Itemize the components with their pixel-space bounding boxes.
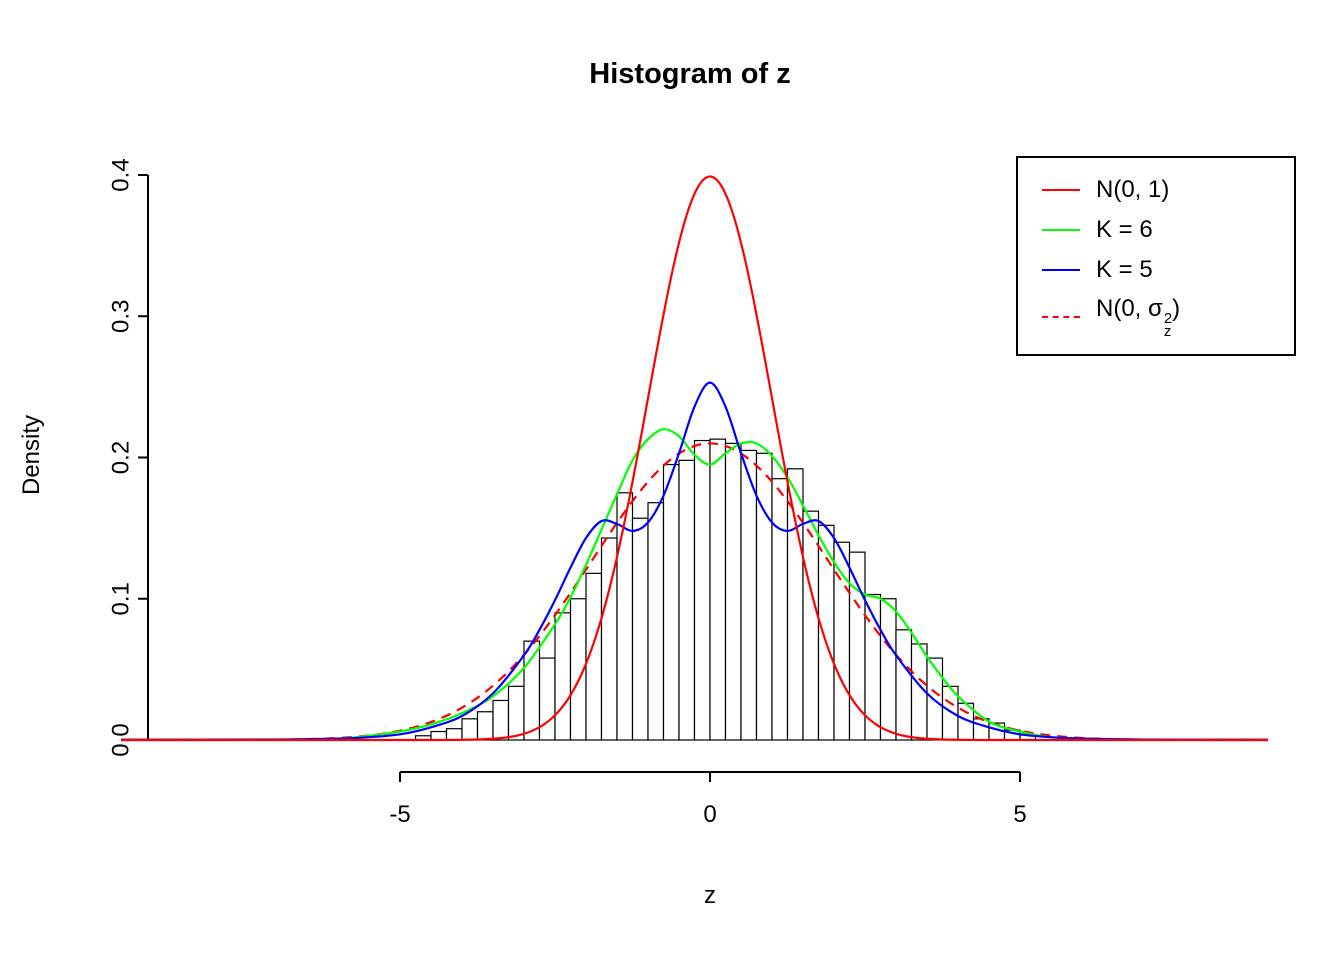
histogram-bar: [786, 468, 804, 741]
y-axis-label: Density: [18, 414, 45, 496]
histogram-bar: [538, 657, 556, 741]
x-tick-label: 5: [1013, 801, 1026, 828]
histogram-bar: [755, 452, 773, 741]
histogram-bar: [879, 598, 897, 741]
x-axis-label: z: [704, 882, 716, 909]
legend-label: N(0, σ 2 z): [1096, 295, 1181, 340]
histogram-bar: [647, 502, 665, 741]
histogram-bar: [631, 517, 649, 741]
legend-entry: K = 6: [1042, 216, 1282, 245]
x-tick-label: -5: [389, 801, 410, 828]
histogram-bar: [709, 438, 727, 741]
histogram-bar: [476, 711, 494, 741]
legend-line-sample: [1042, 189, 1080, 192]
y-tick-label: 0.4: [107, 158, 134, 191]
histogram-bar: [678, 459, 696, 741]
legend-line-sample: [1042, 315, 1080, 318]
histogram-bar: [492, 699, 510, 741]
histogram-bar: [523, 640, 541, 741]
histogram-bar: [445, 728, 463, 741]
y-tick-label: 0.2: [107, 441, 134, 474]
x-tick-label: 0: [703, 801, 716, 828]
histogram-bar: [771, 478, 789, 741]
histogram-bar: [740, 449, 758, 741]
density-curve: [120, 381, 1269, 741]
legend-entry: N(0, 1): [1042, 176, 1282, 205]
legend-label: K = 6: [1096, 215, 1153, 243]
y-tick-label: 0.1: [107, 582, 134, 615]
histogram-bar: [693, 439, 711, 741]
legend-entry: N(0, σ 2 z): [1042, 295, 1282, 340]
legend-line-sample: [1042, 229, 1080, 232]
legend-entry: K = 5: [1042, 256, 1282, 285]
histogram-bar: [662, 463, 680, 741]
histogram-bar: [724, 442, 742, 741]
legend-line-sample: [1042, 268, 1080, 271]
histogram-bar: [554, 612, 572, 741]
histogram-bar: [895, 629, 913, 741]
histogram-bar: [430, 730, 448, 741]
chart-title: Histogram of z: [589, 58, 791, 90]
histogram-bar: [972, 718, 990, 741]
histogram-bar: [461, 718, 479, 741]
histogram-bar: [802, 510, 820, 741]
legend-label: N(0, 1): [1096, 176, 1170, 203]
legend-label: K = 5: [1096, 255, 1153, 283]
density-curve: [120, 175, 1268, 742]
y-tick-label: 0.3: [107, 300, 134, 333]
legend: N(0, 1) K = 6 K = 5 N(0, σ 2 z): [1016, 156, 1296, 357]
histogram-bar: [507, 685, 525, 741]
